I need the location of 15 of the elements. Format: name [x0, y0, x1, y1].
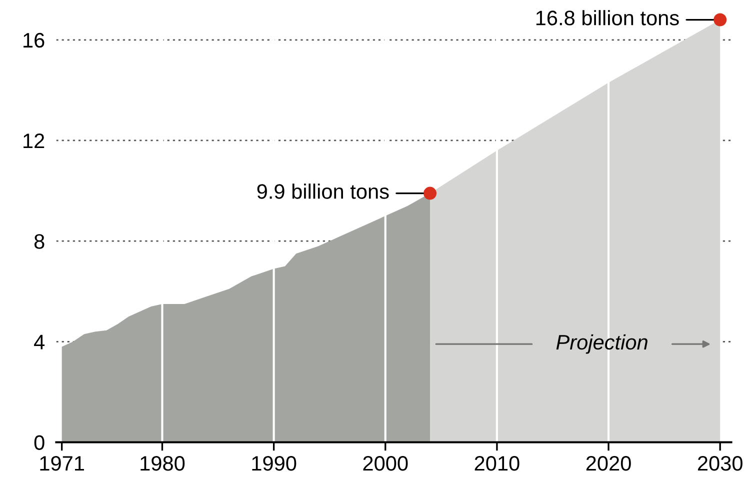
- x-tick-label: 2030: [698, 456, 742, 471]
- y-tick-label: 4: [34, 334, 45, 350]
- annotation: Projection: [556, 334, 648, 354]
- x-tick-label: 2000: [363, 456, 408, 471]
- y-tick-label: 8: [34, 234, 44, 249]
- x-tick-label: 2020: [586, 456, 631, 471]
- y-tick-label: 12: [24, 133, 44, 148]
- x-tick-label: 1971: [40, 456, 84, 471]
- x-tick-label: 1990: [252, 456, 296, 471]
- annotation: 16.8 billion tons: [536, 10, 679, 26]
- annotation: 9.9 billion tons: [257, 184, 389, 199]
- x-tick-label: 1980: [140, 456, 185, 471]
- x-tick-label: 2010: [474, 456, 520, 471]
- y-tick-label: 16: [24, 32, 44, 48]
- y-tick-label: 0: [34, 435, 44, 450]
